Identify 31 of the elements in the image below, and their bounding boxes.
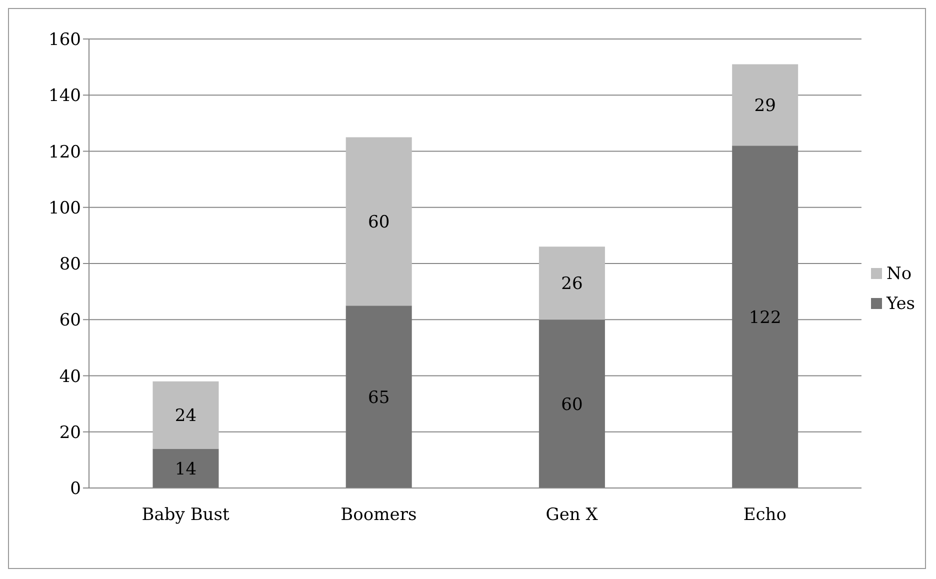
y-tick-label: 160 — [48, 30, 81, 50]
x-tick-label: Boomers — [340, 505, 417, 526]
bar — [346, 306, 412, 488]
bar — [346, 137, 412, 306]
y-tick-label: 100 — [48, 198, 81, 218]
y-tick-label: 80 — [59, 254, 81, 275]
data-label: 24 — [174, 406, 197, 426]
x-tick-label: Gen X — [546, 505, 599, 526]
data-label: 60 — [561, 394, 583, 415]
bar — [732, 64, 798, 146]
y-tick-label: 140 — [48, 86, 81, 106]
data-label: 65 — [368, 388, 390, 408]
y-tick-label: 60 — [59, 310, 81, 331]
legend-label: No — [886, 264, 912, 284]
x-tick-label: Baby Bust — [142, 505, 230, 526]
bar — [152, 448, 219, 488]
bar — [538, 246, 605, 320]
y-tick-label: 40 — [59, 366, 81, 387]
bar — [152, 381, 219, 449]
x-tick-label: Echo — [743, 505, 786, 526]
y-tick-label: 0 — [70, 479, 81, 500]
data-label: 26 — [561, 274, 583, 294]
bar — [732, 146, 798, 488]
data-label: 122 — [748, 308, 782, 328]
data-label: 14 — [174, 459, 197, 480]
legend-label: Yes — [886, 294, 915, 314]
y-tick-label: 20 — [59, 422, 81, 443]
data-label: 60 — [368, 212, 390, 232]
bar — [538, 320, 605, 488]
y-tick-label: 120 — [48, 142, 81, 162]
data-label: 29 — [754, 96, 776, 116]
